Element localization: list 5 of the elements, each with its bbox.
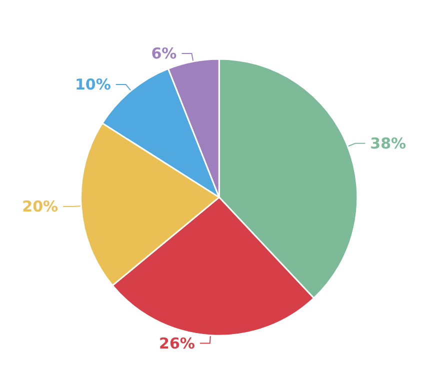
data-label: 20% [22, 197, 58, 216]
data-label: 6% [151, 44, 177, 63]
data-label: 26% [159, 334, 195, 352]
data-label: 38% [370, 134, 406, 152]
data-label: 10% [74, 76, 111, 94]
